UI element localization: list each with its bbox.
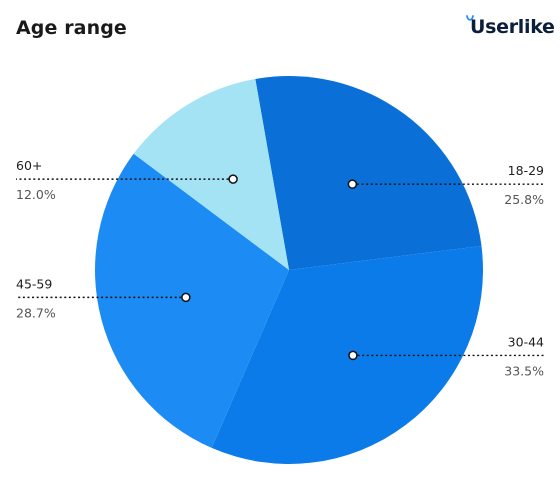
slice-marker-60+ [228, 174, 238, 184]
pie-slice-18-29 [255, 76, 482, 271]
slice-label-18-29: 18-29 [508, 163, 544, 178]
slice-value-60+: 12.0% [16, 187, 56, 202]
userlike-logo: Userlike [462, 14, 555, 42]
pie-slices [94, 76, 484, 464]
brand-name: Userlike [470, 16, 555, 38]
slice-marker-30-44 [348, 350, 358, 361]
pie-labels: 18-29 25.8% 30-44 33.5% 45-59 28.7% 60+ 12.0% [16, 158, 544, 378]
logo-swoosh-icon [466, 15, 474, 21]
slice-value-30-44: 33.5% [504, 363, 544, 378]
slice-label-30-44: 30-44 [508, 334, 544, 349]
pie-slice-45-59 [94, 153, 290, 448]
slice-value-18-29: 25.8% [504, 192, 544, 207]
slice-marker-45-59 [181, 292, 191, 303]
slice-label-45-59: 45-59 [16, 276, 52, 291]
pie-slice-30-44 [211, 245, 484, 464]
chart-title: Age range [16, 17, 127, 39]
slice-label-60+: 60+ [16, 158, 42, 173]
pie-slice-60+ [133, 78, 289, 270]
slice-marker-18-29 [347, 179, 358, 189]
slice-value-45-59: 28.7% [16, 305, 56, 320]
